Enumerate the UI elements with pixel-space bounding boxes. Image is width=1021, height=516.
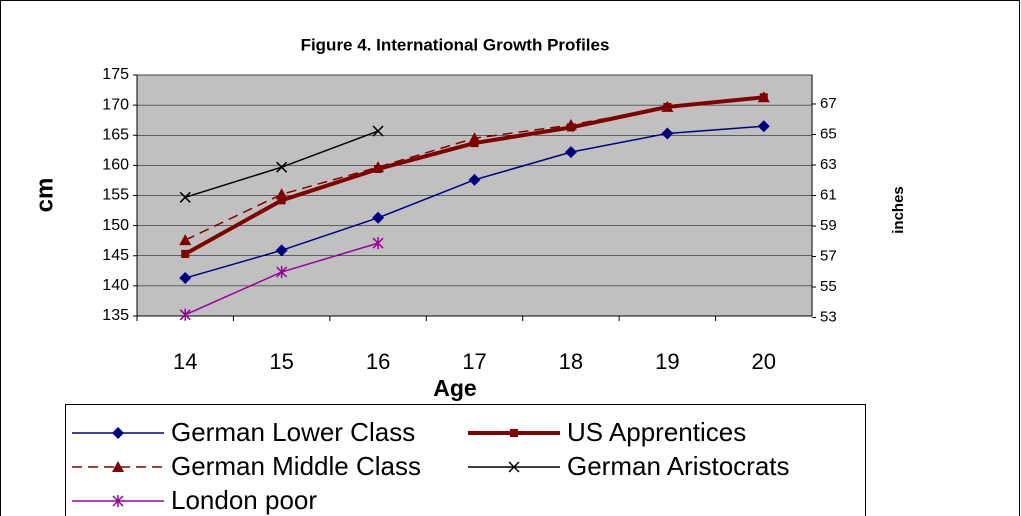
- y2-tick-label: 67: [820, 95, 837, 112]
- marker: [372, 125, 384, 137]
- x-tick-label: 17: [462, 349, 486, 374]
- marker: [276, 161, 288, 173]
- y-tick-label: 150: [102, 217, 129, 234]
- marker: [275, 188, 288, 200]
- y2-tick-label: 53: [820, 308, 837, 325]
- x-tick-label: 18: [559, 349, 583, 374]
- legend-box: [65, 404, 866, 516]
- y2-tick-label: 59: [820, 217, 837, 234]
- y2-tick-label: 55: [820, 278, 837, 295]
- y-tick-label: 145: [102, 247, 129, 264]
- y-tick-label: 170: [102, 96, 129, 113]
- marker: [372, 211, 385, 224]
- marker: [508, 461, 520, 473]
- marker: [276, 266, 288, 279]
- x-tick-label: 20: [752, 349, 776, 374]
- x-tick-label: 15: [269, 349, 293, 374]
- y-tick-label: 175: [102, 66, 129, 83]
- x-tick-label: 14: [173, 349, 197, 374]
- marker: [372, 161, 385, 173]
- legend-label: German Aristocrats: [567, 451, 790, 481]
- marker: [564, 119, 577, 131]
- y-tick-label: 140: [102, 277, 129, 294]
- marker: [468, 132, 481, 144]
- chart-title: Figure 4. International Growth Profiles: [301, 35, 610, 54]
- y-axis-label: cm: [31, 178, 58, 213]
- marker: [510, 429, 518, 437]
- y2-tick-label: 57: [820, 247, 837, 264]
- legend-label: German Lower Class: [171, 417, 415, 447]
- marker: [112, 461, 124, 472]
- y-tick-label: 160: [102, 157, 129, 174]
- x-axis-label: Age: [433, 375, 476, 401]
- marker: [179, 191, 191, 203]
- marker: [564, 146, 577, 159]
- marker: [372, 237, 384, 250]
- y2-tick-label: 63: [820, 156, 837, 173]
- marker: [181, 249, 190, 258]
- y2-tick-label: 61: [820, 186, 837, 203]
- marker: [468, 173, 481, 186]
- y-tick-label: 165: [102, 126, 129, 143]
- marker: [112, 427, 124, 439]
- marker: [277, 196, 286, 205]
- x-tick-label: 19: [655, 349, 679, 374]
- y-tick-label: 135: [102, 307, 129, 324]
- marker: [112, 495, 124, 507]
- marker: [275, 244, 288, 257]
- marker: [661, 127, 674, 140]
- x-tick-label: 16: [366, 349, 390, 374]
- marker: [757, 91, 770, 103]
- legend-label: German Middle Class: [171, 451, 421, 481]
- y2-tick-label: 65: [820, 125, 837, 142]
- marker: [179, 272, 192, 285]
- marker: [757, 120, 770, 133]
- legend-label: London poor: [171, 485, 317, 515]
- marker: [661, 100, 674, 112]
- marker: [179, 234, 192, 246]
- y-tick-label: 155: [102, 187, 129, 204]
- y2-axis-label: inches: [890, 186, 907, 234]
- legend-label: US Apprentices: [567, 417, 746, 447]
- marker: [179, 308, 191, 321]
